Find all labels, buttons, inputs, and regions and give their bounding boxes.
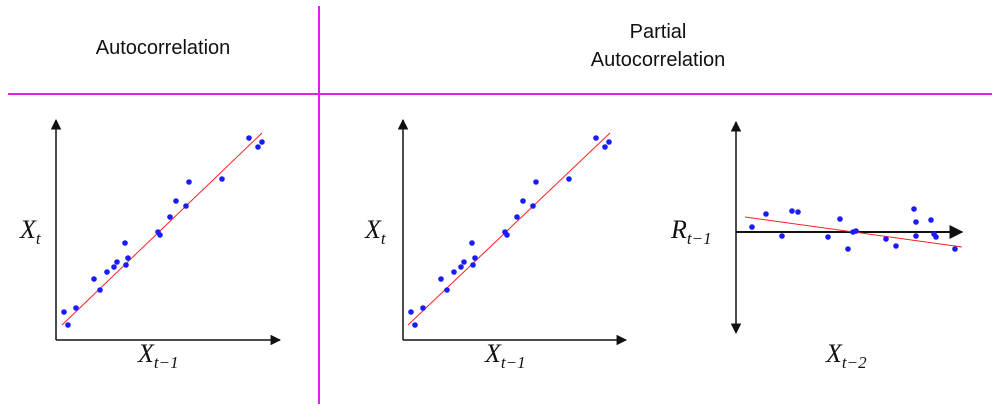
scatter-point: [952, 246, 958, 252]
partial-header-line2: Autocorrelation: [591, 49, 726, 71]
scatter-point: [470, 262, 476, 268]
scatter-point: [514, 214, 520, 220]
scatter-point: [602, 144, 608, 150]
acf-fit-line: [61, 132, 263, 326]
residual-scatter-panel: Rt−1 Xt−2: [670, 120, 964, 372]
scatter-point: [408, 309, 414, 315]
scatter-point: [444, 287, 450, 293]
scatter-point: [928, 217, 934, 223]
residual-points: [749, 206, 958, 252]
scatter-point: [530, 203, 536, 209]
autocorrelation-header: Autocorrelation: [96, 37, 231, 59]
scatter-point: [114, 259, 120, 265]
acf-scatter-panel: Xt Xt−1: [19, 118, 282, 372]
scatter-point: [73, 305, 79, 311]
scatter-point: [255, 144, 261, 150]
scatter-point: [97, 287, 103, 293]
scatter-point: [259, 139, 265, 145]
acf-points: [61, 135, 265, 328]
scatter-point: [504, 232, 510, 238]
scatter-point: [779, 233, 785, 239]
acf-x-label: Xt−1: [137, 339, 179, 372]
scatter-point: [520, 198, 526, 204]
scatter-point: [122, 240, 128, 246]
scatter-point: [883, 236, 889, 242]
scatter-point: [825, 234, 831, 240]
pacf-fit-line: [407, 132, 611, 326]
scatter-point: [913, 219, 919, 225]
pacf-scatter-panel: Xt Xt−1: [364, 118, 628, 372]
pacf-x-label: Xt−1: [484, 339, 526, 372]
scatter-point: [845, 246, 851, 252]
scatter-point: [566, 176, 572, 182]
scatter-point: [61, 309, 67, 315]
scatter-point: [183, 203, 189, 209]
scatter-point: [853, 228, 859, 234]
scatter-point: [795, 209, 801, 215]
scatter-point: [533, 179, 539, 185]
scatter-point: [219, 176, 225, 182]
scatter-point: [593, 135, 599, 141]
scatter-point: [125, 255, 131, 261]
scatter-point: [173, 198, 179, 204]
scatter-point: [104, 269, 110, 275]
scatter-point: [789, 208, 795, 214]
scatter-point: [911, 206, 917, 212]
scatter-point: [472, 255, 478, 261]
scatter-point: [186, 179, 192, 185]
scatter-point: [91, 276, 97, 282]
scatter-point: [837, 216, 843, 222]
residual-y-label: Rt−1: [670, 215, 712, 248]
pacf-y-label: Xt: [364, 215, 387, 248]
scatter-point: [461, 259, 467, 265]
scatter-point: [412, 322, 418, 328]
scatter-point: [420, 305, 426, 311]
scatter-point: [246, 135, 252, 141]
scatter-point: [763, 211, 769, 217]
scatter-point: [65, 322, 71, 328]
acf-y-label: Xt: [19, 215, 42, 248]
scatter-point: [111, 264, 117, 270]
scatter-point: [469, 240, 475, 246]
scatter-point: [749, 224, 755, 230]
scatter-point: [438, 276, 444, 282]
scatter-point: [157, 232, 163, 238]
scatter-point: [606, 139, 612, 145]
scatter-point: [167, 214, 173, 220]
scatter-point: [458, 264, 464, 270]
scatter-point: [451, 269, 457, 275]
scatter-point: [123, 262, 129, 268]
partial-header-line1: Partial: [630, 21, 687, 43]
pacf-points: [408, 135, 612, 328]
scatter-point: [913, 233, 919, 239]
scatter-point: [933, 234, 939, 240]
scatter-point: [893, 243, 899, 249]
residual-x-label: Xt−2: [825, 339, 867, 372]
